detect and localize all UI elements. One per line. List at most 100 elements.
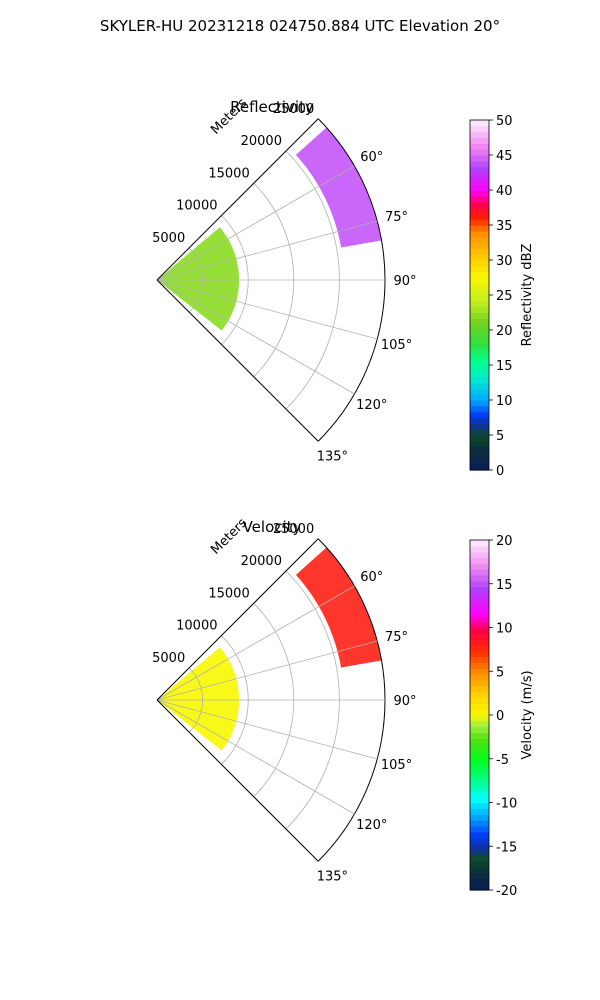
colorbar-segment xyxy=(470,254,489,261)
colorbar-tick-label: 40 xyxy=(496,184,513,199)
colorbar-segment xyxy=(470,184,489,191)
colorbar-segment xyxy=(470,312,489,319)
colorbar-segment xyxy=(470,464,489,471)
range-tick-label: 10000 xyxy=(176,199,217,214)
azimuth-gridline xyxy=(156,220,378,281)
colorbar-segment xyxy=(470,335,489,343)
colorbar-segment xyxy=(470,190,489,197)
colorbar-segment xyxy=(470,359,489,366)
colorbar-segment xyxy=(470,236,489,244)
colorbar-tick-label: -5 xyxy=(496,753,509,768)
colorbar-segment xyxy=(470,347,489,354)
range-tick-label: 15000 xyxy=(208,586,249,601)
colorbar: 0 5 10 15 20 25 30 35 40 45 50 Reflectivity dBZ xyxy=(469,114,535,479)
echo-field xyxy=(157,547,382,751)
range-tick-label: 10000 xyxy=(176,619,217,634)
colorbar-segment xyxy=(470,300,489,308)
radial-axis-label: Meters xyxy=(208,516,250,558)
colorbar-segment xyxy=(470,545,489,553)
colorbar-segment xyxy=(470,166,489,174)
colorbar-segment xyxy=(470,598,489,605)
colorbar-segment xyxy=(470,773,489,780)
colorbar-segment xyxy=(470,318,489,325)
range-tick-label: 25000 xyxy=(273,522,314,537)
colorbar-segment xyxy=(470,201,489,209)
colorbar-segment xyxy=(470,551,489,559)
colorbar-segment xyxy=(470,225,489,232)
colorbar-segment xyxy=(470,260,489,267)
colorbar-segment xyxy=(470,271,489,279)
colorbar-segment xyxy=(470,720,489,728)
colorbar-segment xyxy=(470,604,489,611)
echo-region xyxy=(295,127,382,248)
azimuth-gridline xyxy=(156,699,355,815)
colorbar-segment xyxy=(470,382,489,389)
colorbar-segment xyxy=(470,785,489,792)
colorbar-segment xyxy=(470,283,489,290)
range-tick-label: 5000 xyxy=(152,231,185,246)
colorbar-segment xyxy=(470,540,489,547)
colorbar-segment xyxy=(470,219,489,226)
colorbar-segment xyxy=(470,645,489,652)
colorbar-segment xyxy=(470,423,489,430)
colorbar-segment xyxy=(470,872,489,879)
azimuth-tick-label: 75° xyxy=(385,630,408,645)
colorbar-segment xyxy=(470,178,489,185)
colorbar-segment xyxy=(470,213,489,220)
chart-panel-1: Reflectivity60°75°90°105°120°135°5000100… xyxy=(152,96,535,479)
colorbar-label: Velocity (m/s) xyxy=(520,670,535,759)
colorbar-tick-label: -20 xyxy=(496,884,517,899)
range-tick-label: 25000 xyxy=(273,102,314,117)
colorbar-segment xyxy=(470,330,489,337)
colorbar-segment xyxy=(470,557,489,564)
colorbar-segment xyxy=(470,353,489,360)
colorbar-tick-label: 15 xyxy=(496,578,513,593)
colorbar-segment xyxy=(470,155,489,162)
colorbar-segment xyxy=(470,400,489,407)
colorbar-tick-label: 15 xyxy=(496,359,513,374)
colorbar-tick-label: -10 xyxy=(496,797,517,812)
colorbar-segment xyxy=(470,750,489,757)
azimuth-gridline xyxy=(156,279,378,340)
colorbar-tick-label: 35 xyxy=(496,219,513,234)
azimuth-gridline xyxy=(156,699,378,760)
colorbar-segment xyxy=(470,289,489,296)
azimuth-tick-label: 75° xyxy=(385,210,408,225)
colorbar-segment xyxy=(470,417,489,424)
colorbar-segment xyxy=(470,878,489,885)
colorbar-segment xyxy=(470,779,489,786)
colorbar-segment xyxy=(470,131,489,139)
colorbar-segment xyxy=(470,265,489,273)
azimuth-tick-label: 105° xyxy=(381,758,412,773)
azimuth-tick-label: 60° xyxy=(360,150,383,165)
colorbar-segment xyxy=(470,627,489,634)
colorbar-segment xyxy=(470,458,489,465)
colorbar-segment xyxy=(470,610,489,617)
colorbar-segment xyxy=(470,802,489,809)
colorbar-segment xyxy=(470,674,489,681)
colorbar-segment xyxy=(470,376,489,384)
colorbar-segment xyxy=(470,446,489,454)
azimuth-tick-label: 135° xyxy=(317,449,348,464)
range-tick-label: 5000 xyxy=(152,651,185,666)
colorbar-segment xyxy=(470,195,489,203)
colorbar-segment xyxy=(470,341,489,349)
colorbar-segment xyxy=(470,680,489,687)
colorbar-segment xyxy=(470,744,489,751)
colorbar-tick-label: 20 xyxy=(496,324,513,339)
colorbar-tick-label: -15 xyxy=(496,840,517,855)
colorbar-tick-label: 0 xyxy=(496,464,504,479)
echo-region xyxy=(157,227,240,331)
colorbar-segment xyxy=(470,843,489,850)
colorbar-segment xyxy=(470,207,489,214)
colorbar-segment xyxy=(470,388,489,395)
colorbar-segment xyxy=(470,837,489,844)
chart-title: Reflectivity xyxy=(230,98,314,116)
colorbar-segment xyxy=(470,831,489,839)
range-tick-label: 20000 xyxy=(241,134,282,149)
colorbar-segment xyxy=(470,715,489,722)
colorbar-segment xyxy=(470,230,489,238)
colorbar-segment xyxy=(470,732,489,739)
colorbar-segment xyxy=(470,160,489,168)
